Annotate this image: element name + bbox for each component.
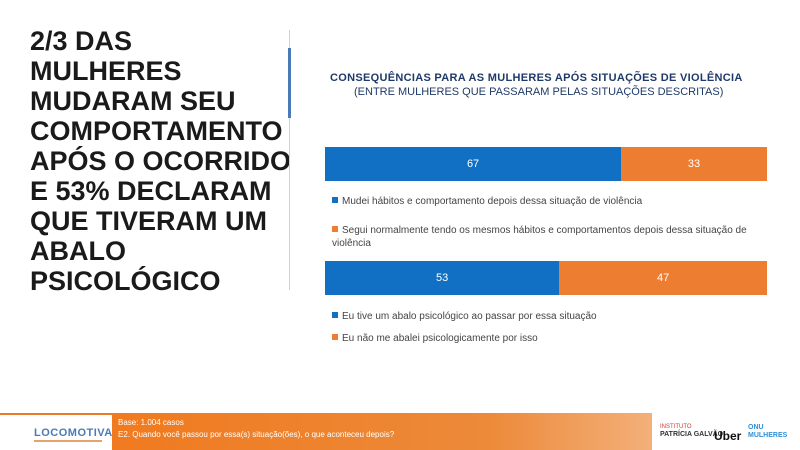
footer-logo-area xyxy=(0,413,112,450)
stacked-bar-1: 67 33 xyxy=(325,147,767,181)
legend-item-2a: Eu tive um abalo psicológico ao passar p… xyxy=(332,310,772,323)
headline-line: ABALO xyxy=(30,236,126,266)
bar-segment-1-blue: 67 xyxy=(325,147,622,181)
headline-line: E 53% DECLARAM xyxy=(30,176,272,206)
headline-line: MULHERES xyxy=(30,56,182,86)
logo-underline xyxy=(34,440,102,442)
legend-item-1a: Mudei hábitos e comportamento depois des… xyxy=(332,195,772,208)
headline-line: APÓS O OCORRIDO xyxy=(30,146,292,176)
legend-swatch xyxy=(332,334,338,340)
partner-3-name: MULHERES xyxy=(748,432,788,439)
legend-item-2b: Eu não me abalei psicologicamente por is… xyxy=(332,332,772,345)
partner-1-name: PATRÍCIA GALVÃO xyxy=(660,431,724,438)
legend-swatch xyxy=(332,226,338,232)
headline-line: 2/3 DAS xyxy=(30,26,133,56)
accent-divider xyxy=(288,48,291,118)
partner-logos-area xyxy=(652,413,800,450)
headline-line: PSICOLÓGICO xyxy=(30,266,221,296)
bar-value-label: 33 xyxy=(687,158,701,170)
vertical-divider xyxy=(289,30,290,290)
bar-segment-1-orange: 33 xyxy=(621,147,767,181)
bar-value-label: 53 xyxy=(436,272,449,284)
footer-base-text: Base: 1.004 casos xyxy=(118,418,184,427)
chart-title: CONSEQUÊNCIAS PARA AS MULHERES APÓS SITU… xyxy=(330,72,743,84)
legend-text: Eu não me abalei psicologicamente por is… xyxy=(342,333,538,344)
legend-text: Segui normalmente tendo os mesmos hábito… xyxy=(332,225,747,249)
headline-line: MUDARAM SEU xyxy=(30,86,236,116)
locomotiva-logo: LOCOMOTIVA xyxy=(34,427,113,439)
stacked-bar-2: 53 47 xyxy=(325,261,767,295)
chart-subtitle: (ENTRE MULHERES QUE PASSARAM PELAS SITUA… xyxy=(354,86,724,98)
legend-item-1b: Segui normalmente tendo os mesmos hábito… xyxy=(332,224,772,250)
uber-logo: Uber xyxy=(714,429,742,443)
legend-swatch xyxy=(332,197,338,203)
headline-line: COMPORTAMENTO xyxy=(30,116,283,146)
legend-text: Eu tive um abalo psicológico ao passar p… xyxy=(342,311,597,322)
bar-value-label: 47 xyxy=(656,272,670,284)
onu-mulheres-logo: ONU MULHERES xyxy=(748,424,787,440)
bar-value-label: 67 xyxy=(466,158,480,170)
footer-band xyxy=(112,413,652,450)
headline: 2/3 DAS MULHERES MUDARAM SEU COMPORTAMEN… xyxy=(30,26,292,296)
legend-text: Mudei hábitos e comportamento depois des… xyxy=(342,196,643,207)
bar-segment-2-blue: 53 xyxy=(325,261,560,295)
patricia-galvao-logo: INSTITUTO PATRÍCIA GALVÃO xyxy=(660,424,723,438)
legend-swatch xyxy=(332,312,338,318)
headline-line: QUE TIVERAM UM xyxy=(30,206,268,236)
footer-question-text: E2. Quando você passou por essa(s) situa… xyxy=(118,430,395,439)
bar-segment-2-orange: 47 xyxy=(559,261,767,295)
partner-1-top: INSTITUTO xyxy=(660,424,692,430)
partner-3-top: ONU xyxy=(748,424,764,431)
